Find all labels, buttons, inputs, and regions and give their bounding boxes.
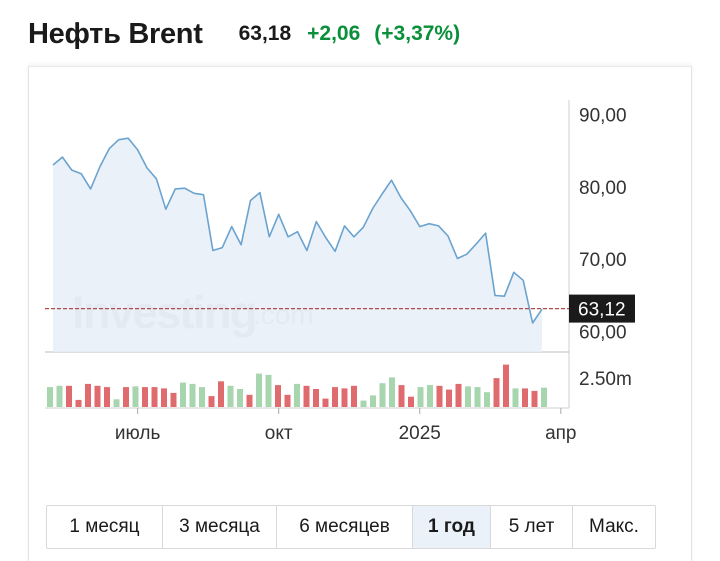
volume-bars	[47, 364, 547, 407]
volume-bar	[66, 385, 72, 407]
volume-bar	[104, 387, 110, 407]
volume-bar	[303, 385, 310, 407]
volume-bar	[275, 385, 281, 407]
volume-bar	[284, 394, 291, 407]
volume-bar	[417, 387, 424, 407]
period-tab[interactable]: 1 год	[413, 506, 491, 548]
volume-bar	[389, 377, 395, 407]
y-tick-label: 60,00	[579, 323, 627, 344]
volume-bar	[113, 399, 120, 407]
volume-bar	[199, 387, 205, 407]
period-tab[interactable]: 1 месяц	[47, 506, 163, 548]
volume-bar	[332, 387, 338, 407]
volume-bar	[455, 383, 462, 407]
volume-bar	[493, 378, 500, 407]
current-price-label: 63,12	[569, 294, 635, 323]
y-tick-label: 80,00	[579, 178, 627, 199]
volume-bar	[75, 399, 82, 407]
period-tabs: 1 месяц 3 месяца 6 месяцев 1 год 5 лет Макс.	[46, 505, 656, 549]
volume-bar	[265, 374, 272, 407]
volume-bar	[512, 388, 519, 407]
volume-bar	[531, 390, 538, 407]
volume-bar	[541, 387, 547, 407]
volume-tick-label: 2.50m	[579, 369, 632, 390]
quote-header: Нефть Brent 63,18 +2,06 (+3,37%)	[28, 14, 460, 54]
volume-bar	[484, 392, 490, 407]
volume-bar	[142, 387, 148, 407]
volume-bar	[370, 395, 376, 407]
volume-bar	[246, 394, 253, 407]
y-tick-label: 70,00	[579, 250, 627, 271]
volume-bar	[503, 364, 509, 407]
period-tab[interactable]: Макс.	[589, 516, 639, 537]
volume-bar	[132, 386, 139, 407]
volume-bar	[85, 383, 91, 407]
volume-bar	[522, 388, 528, 407]
volume-bar	[465, 386, 471, 407]
volume-bar	[322, 398, 329, 407]
volume-bar	[237, 389, 243, 407]
current-price-value: 63,12	[578, 300, 626, 321]
volume-bar	[94, 385, 101, 407]
volume-bar	[151, 387, 158, 407]
instrument-title: Нефть Brent	[28, 17, 203, 50]
volume-bar	[398, 385, 405, 407]
volume-bar	[474, 387, 481, 407]
period-tab[interactable]: 6 месяцев	[277, 506, 413, 548]
volume-bar	[47, 387, 53, 407]
volume-bar	[313, 389, 319, 407]
volume-bar	[446, 389, 452, 407]
price-line	[52, 137, 543, 324]
volume-bar	[180, 382, 186, 407]
price-change-percent: (+3,37%)	[374, 22, 461, 45]
current-price-label-bg	[569, 294, 635, 323]
chart-card	[28, 66, 692, 561]
volume-bar	[227, 385, 234, 407]
volume-bar	[256, 373, 262, 407]
volume-bar	[351, 385, 357, 407]
volume-bar	[218, 381, 224, 407]
last-price: 63,18	[238, 22, 292, 45]
volume-bar	[189, 383, 196, 407]
volume-bar	[56, 385, 63, 407]
volume-bar	[360, 400, 367, 407]
period-tab[interactable]: 5 лет	[491, 506, 573, 548]
volume-bar	[208, 396, 215, 407]
volume-bar	[170, 392, 177, 407]
volume-bar	[294, 383, 300, 407]
x-tick-label: апр	[545, 423, 576, 444]
price-change: +2,06	[307, 22, 361, 45]
volume-bar	[408, 396, 414, 407]
volume-bar	[123, 387, 129, 407]
volume-bar	[161, 388, 167, 407]
price-area	[52, 137, 543, 352]
volume-bar	[427, 385, 433, 407]
volume-bar	[379, 383, 386, 407]
volume-bar	[341, 388, 348, 407]
volume-bar	[436, 385, 443, 407]
price-chart[interactable]: Investing .com 90,0080,0070,0060,0063,12…	[0, 0, 720, 505]
y-tick-label: 90,00	[579, 105, 627, 126]
x-tick-label: 2025	[399, 423, 441, 444]
x-tick-label: июль	[115, 423, 161, 444]
period-tab[interactable]: 3 месяца	[163, 506, 277, 548]
x-tick-label: окт	[265, 423, 293, 444]
price-area-fill	[53, 138, 542, 352]
